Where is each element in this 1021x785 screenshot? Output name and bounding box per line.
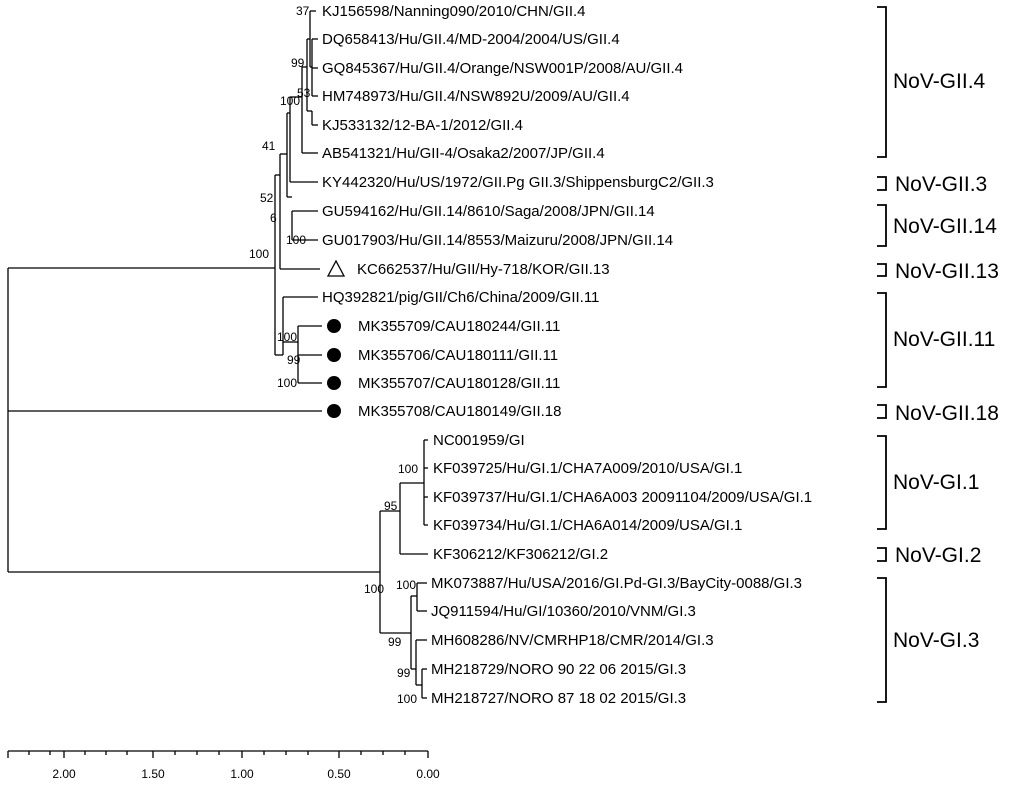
leaf-label: MK355709/CAU180244/GII.11 [358, 318, 560, 335]
leaf-label: HM748973/Hu/GII.4/NSW892U/2009/AU/GII.4 [322, 88, 630, 105]
scale-axis: 2.00 1.50 1.00 0.50 0.00 [7, 750, 440, 781]
leaf-label: MH218729/NORO 90 22 06 2015/GI.3 [431, 661, 686, 678]
clade-bracket-gii13 [877, 263, 887, 277]
clade-label: NoV-GII.4 [893, 70, 986, 93]
clade-bracket-gi1 [877, 435, 887, 530]
leaf-labels: KJ156598/Nanning090/2010/CHN/GII.4 DQ658… [322, 3, 812, 707]
leaf-label: DQ658413/Hu/GII.4/MD-2004/2004/US/GII.4 [322, 31, 620, 48]
leaf-label: MK355707/CAU180128/GII.11 [358, 375, 560, 392]
leaf-label: JQ911594/Hu/GI/10360/2010/VNM/GI.3 [431, 603, 696, 620]
leaf-label: KY442320/Hu/US/1972/GII.Pg GII.3/Shippen… [322, 174, 714, 191]
clade-bracket-gii18 [877, 404, 887, 419]
bootstrap-value: 100 [277, 330, 297, 344]
leaf-label: KJ533132/12-BA-1/2012/GII.4 [322, 117, 523, 134]
filled-circle-marker-icon [327, 348, 341, 362]
bootstrap-value: 99 [287, 353, 301, 367]
bootstrap-values: 37 99 53 100 41 52 6 100 100 100 99 100 … [249, 4, 418, 706]
leaf-label: MK355706/CAU180111/GII.11 [358, 347, 558, 364]
clade-label: NoV-GI.3 [893, 629, 979, 652]
leaf-label: KC662537/Hu/GII/Hy-718/KOR/GII.13 [357, 261, 610, 278]
scale-tick-label: 0.50 [327, 767, 351, 781]
bootstrap-value: 100 [364, 582, 384, 596]
scale-tick-label: 2.00 [52, 767, 76, 781]
leaf-label: KJ156598/Nanning090/2010/CHN/GII.4 [322, 3, 586, 20]
clade-label: NoV-GII.11 [893, 328, 995, 351]
clade-label: NoV-GI.1 [893, 471, 979, 494]
bootstrap-value: 100 [280, 94, 300, 108]
bootstrap-value: 95 [384, 499, 398, 513]
scale-tick-label: 0.00 [416, 767, 440, 781]
bootstrap-value: 100 [397, 692, 417, 706]
leaf-label: KF306212/KF306212/GI.2 [433, 546, 608, 563]
leaf-label: KF039737/Hu/GI.1/CHA6A003 20091104/2009/… [433, 489, 812, 506]
bootstrap-value: 100 [398, 462, 418, 476]
leaf-label: GU017903/Hu/GII.14/8553/Maizuru/2008/JPN… [322, 232, 673, 249]
clade-label: NoV-GII.14 [893, 215, 997, 238]
clade-bracket-gi3 [877, 577, 887, 703]
clade-brackets [877, 6, 887, 703]
scale-tick-label: 1.00 [230, 767, 254, 781]
leaf-label: GQ845367/Hu/GII.4/Orange/NSW001P/2008/AU… [322, 60, 683, 77]
filled-circle-marker-icon [327, 404, 341, 418]
bootstrap-value: 6 [270, 211, 277, 225]
bootstrap-value: 100 [396, 578, 416, 592]
bootstrap-value: 99 [291, 56, 305, 70]
clade-bracket-gii14 [877, 204, 887, 247]
bootstrap-value: 37 [296, 4, 310, 18]
leaf-label: MK073887/Hu/USA/2016/GI.Pd-GI.3/BayCity-… [431, 575, 802, 592]
triangle-marker-icon [326, 259, 346, 277]
bootstrap-value: 41 [262, 139, 276, 153]
clade-label: NoV-GII.18 [895, 402, 999, 425]
bootstrap-value: 100 [249, 247, 269, 261]
clade-bracket-gii3 [877, 176, 887, 191]
clade-labels: NoV-GII.4 NoV-GII.3 NoV-GII.14 NoV-GII.1… [893, 70, 999, 652]
bootstrap-value: 99 [397, 666, 411, 680]
bootstrap-value: 53 [297, 86, 311, 100]
leaf-label: AB541321/Hu/GII-4/Osaka2/2007/JP/GII.4 [322, 145, 605, 162]
clade-bracket-gi2 [877, 547, 887, 562]
filled-circle-marker-icon [327, 319, 341, 333]
filled-circle-marker-icon [327, 376, 341, 390]
clade-bracket-gii4 [877, 6, 887, 158]
leaf-label: HQ392821/pig/GII/Ch6/China/2009/GII.11 [322, 289, 599, 306]
bootstrap-value: 100 [277, 376, 297, 390]
bootstrap-value: 99 [388, 635, 402, 649]
bootstrap-value: 52 [260, 191, 274, 205]
clade-bracket-gii11 [877, 292, 887, 388]
clade-label: NoV-GI.2 [895, 544, 981, 567]
leaf-label: MK355708/CAU180149/GII.18 [358, 403, 561, 420]
clade-label: NoV-GII.3 [895, 173, 987, 196]
leaf-label: NC001959/GI [433, 432, 525, 449]
leaf-label: MH608286/NV/CMRHP18/CMR/2014/GI.3 [431, 632, 714, 649]
tree-branches [7, 10, 428, 699]
bootstrap-value: 100 [286, 233, 306, 247]
leaf-label: MH218727/NORO 87 18 02 2015/GI.3 [431, 690, 686, 707]
scale-tick-label: 1.50 [141, 767, 165, 781]
leaf-label: KF039734/Hu/GI.1/CHA6A014/2009/USA/GI.1 [433, 517, 742, 534]
clade-label: NoV-GII.13 [895, 260, 999, 283]
leaf-label: GU594162/Hu/GII.14/8610/Saga/2008/JPN/GI… [322, 203, 655, 220]
leaf-label: KF039725/Hu/GI.1/CHA7A009/2010/USA/GI.1 [433, 460, 742, 477]
